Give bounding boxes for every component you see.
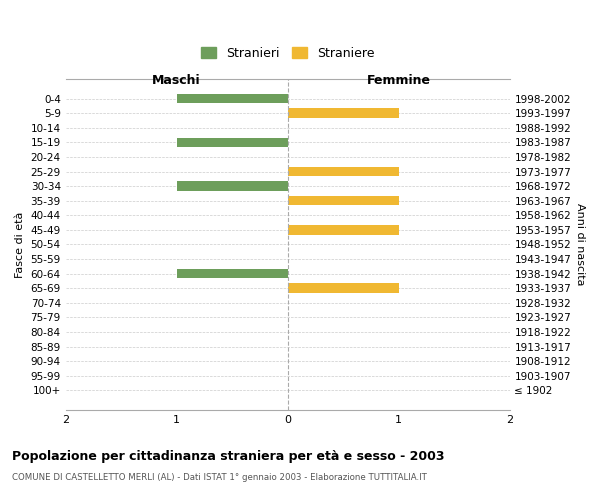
Text: Popolazione per cittadinanza straniera per età e sesso - 2003: Popolazione per cittadinanza straniera p… xyxy=(12,450,445,463)
Bar xyxy=(287,167,398,176)
Bar xyxy=(287,225,398,234)
Bar xyxy=(287,108,398,118)
Legend: Stranieri, Straniere: Stranieri, Straniere xyxy=(196,42,379,65)
Bar xyxy=(176,138,287,147)
Bar xyxy=(176,269,287,278)
Bar xyxy=(176,94,287,104)
Text: Maschi: Maschi xyxy=(152,74,201,87)
Y-axis label: Anni di nascita: Anni di nascita xyxy=(575,203,585,285)
Text: Femmine: Femmine xyxy=(367,74,431,87)
Bar xyxy=(287,284,398,293)
Bar xyxy=(176,182,287,191)
Y-axis label: Fasce di età: Fasce di età xyxy=(15,212,25,278)
Bar xyxy=(287,196,398,205)
Text: COMUNE DI CASTELLETTO MERLI (AL) - Dati ISTAT 1° gennaio 2003 - Elaborazione TUT: COMUNE DI CASTELLETTO MERLI (AL) - Dati … xyxy=(12,472,427,482)
